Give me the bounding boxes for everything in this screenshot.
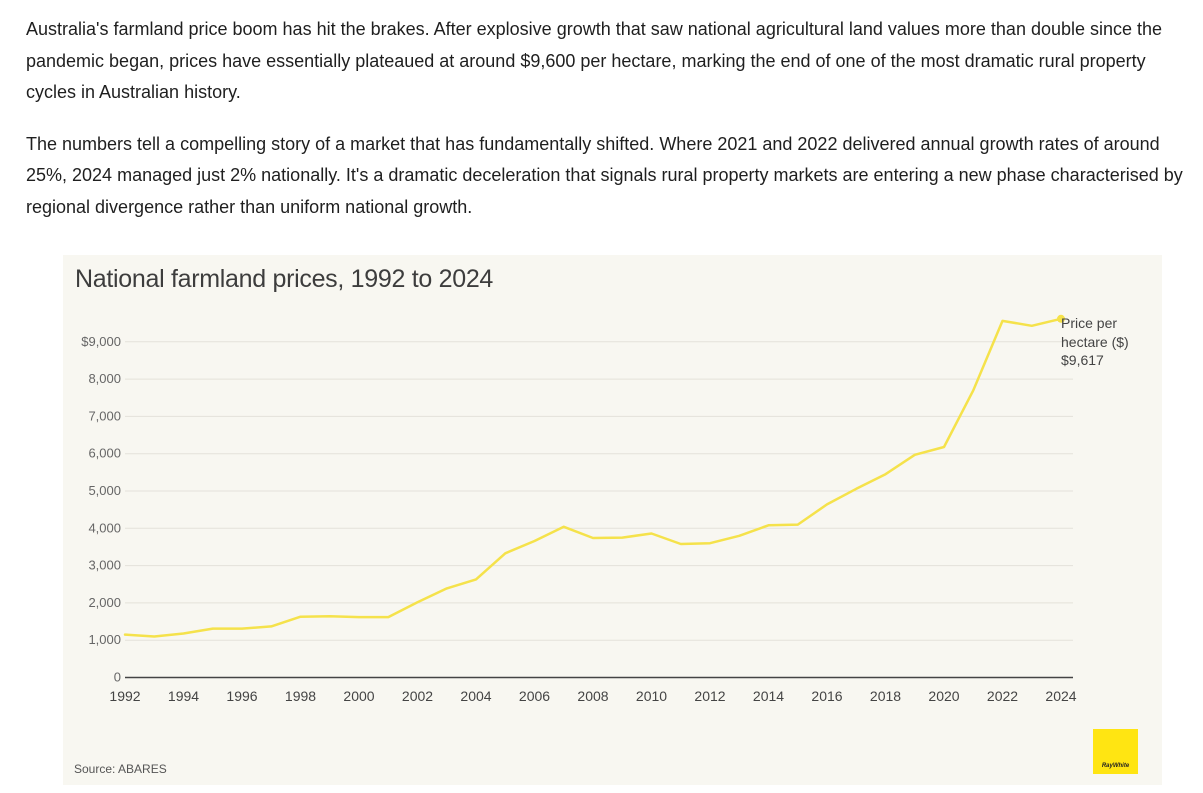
x-tick-label: 2000: [343, 688, 374, 704]
y-tick-label: 8,000: [88, 371, 121, 386]
series-line: [123, 317, 1063, 638]
x-tick-label: 2020: [928, 688, 959, 704]
y-tick-label: $9,000: [81, 334, 121, 349]
x-tick-label: 2010: [636, 688, 667, 704]
x-tick-label: 2018: [870, 688, 901, 704]
x-tick-label: 1998: [285, 688, 316, 704]
x-tick-label: 2024: [1045, 688, 1076, 704]
x-tick-label: 2004: [460, 688, 491, 704]
chart-figure: National farmland prices, 1992 to 2024 0…: [63, 255, 1162, 785]
y-tick-label: 1,000: [88, 632, 121, 647]
chart-title: National farmland prices, 1992 to 2024: [75, 265, 494, 293]
x-tick-label: 2008: [577, 688, 608, 704]
y-tick-label: 3,000: [88, 558, 121, 573]
y-tick-label: 2,000: [88, 595, 121, 610]
y-tick-label: 4,000: [88, 520, 121, 535]
x-tick-label: 2006: [519, 688, 550, 704]
y-tick-label: 7,000: [88, 408, 121, 423]
x-tick-label: 1996: [226, 688, 257, 704]
y-tick-label: 5,000: [88, 483, 121, 498]
x-tick-label: 2016: [811, 688, 842, 704]
article-paragraph-1: Australia's farmland price boom has hit …: [26, 19, 1163, 102]
x-tick-label: 2002: [402, 688, 433, 704]
series-end-label: Price per hectare ($) $9,617: [1061, 315, 1129, 368]
y-tick-label: 6,000: [88, 446, 121, 461]
article-paragraph-2: The numbers tell a compelling story of a…: [26, 133, 1183, 217]
series-name-label: Price per: [1061, 315, 1117, 331]
x-tick-label: 1992: [109, 688, 140, 704]
x-axis-ticks: 1992 1994 1996 1998 2000 2002 2004 2006 2008 2010…: [109, 688, 1076, 704]
y-axis-ticks: 0 1,000 2,000 3,000 4,000 5,000 6,000 7,000 8,00…: [81, 334, 121, 685]
series-layer: [123, 314, 1065, 638]
raywhite-logo: RayWhite: [1093, 729, 1138, 774]
x-tick-label: 2022: [987, 688, 1018, 704]
end-value-label: $9,617: [1061, 352, 1104, 368]
chart-source: Source: ABARES: [74, 762, 167, 776]
x-tick-label: 1994: [168, 688, 199, 704]
series-end-point: [1057, 314, 1065, 323]
x-tick-label: 2014: [753, 688, 784, 704]
line-chart: 0 1,000 2,000 3,000 4,000 5,000 6,000 7,000 8,00…: [81, 314, 1129, 704]
article-body: Australia's farmland price boom has hit …: [26, 14, 1186, 243]
logo-text: RayWhite: [1101, 763, 1130, 769]
series-name-label: hectare ($): [1061, 334, 1129, 350]
x-tick-label: 2012: [694, 688, 725, 704]
y-tick-label: 0: [114, 670, 121, 685]
